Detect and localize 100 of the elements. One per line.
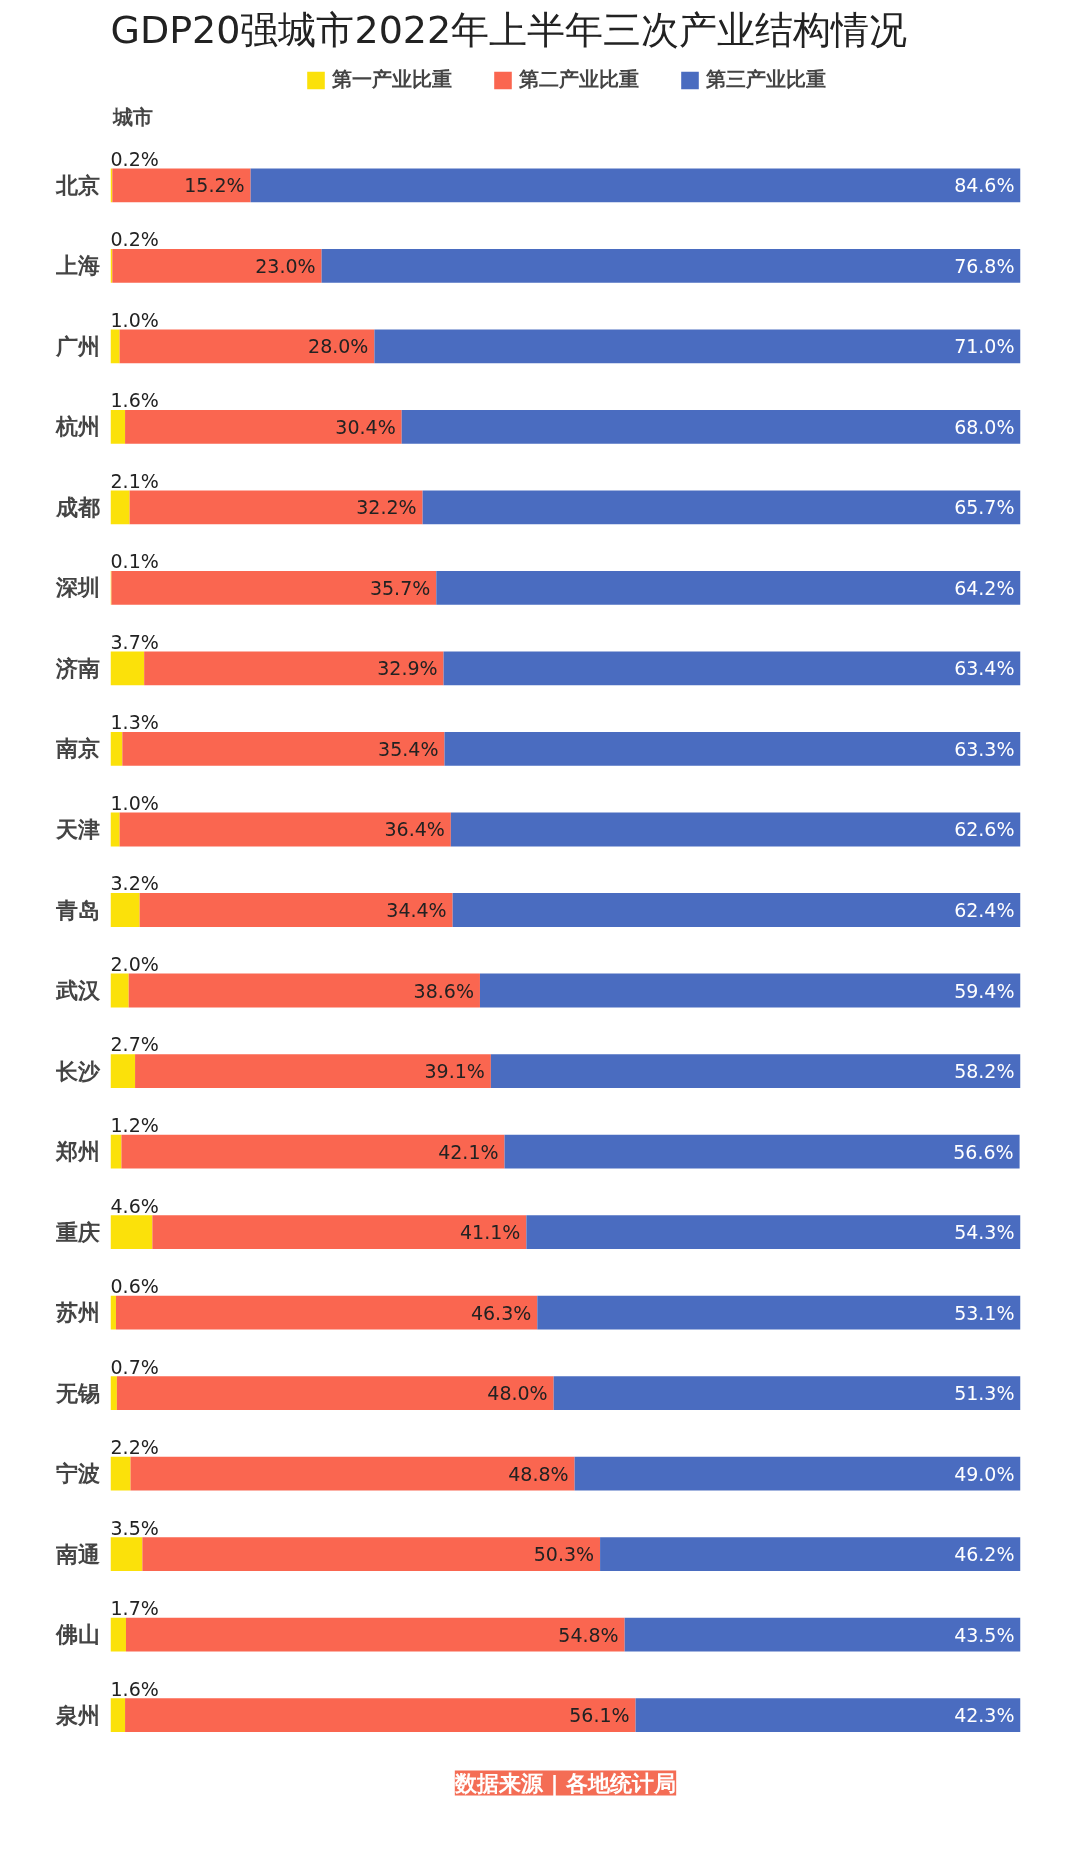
data-label: 23.0% [255, 254, 316, 277]
y-tick-label: 重庆 [54, 1219, 100, 1245]
data-label: 39.1% [424, 1060, 485, 1083]
bar [450, 812, 1021, 847]
bar [112, 168, 251, 203]
data-label: 35.7% [369, 576, 431, 599]
data-label: 51.3% [954, 1382, 1015, 1405]
data-label: 1.6% [110, 1677, 159, 1700]
y-tick-label: 成都 [54, 494, 100, 520]
data-label: 1.6% [110, 389, 159, 412]
data-label: 4.6% [110, 1194, 159, 1217]
bar [110, 490, 130, 525]
bar [116, 1376, 554, 1411]
bar [110, 812, 120, 847]
data-label: 56.6% [953, 1140, 1014, 1163]
data-label: 42.1% [438, 1140, 499, 1163]
data-label: 3.2% [110, 872, 159, 895]
data-label: 2.7% [110, 1033, 159, 1056]
bar [144, 651, 444, 686]
y-tick-label: 济南 [54, 655, 100, 681]
y-tick-label: 杭州 [54, 414, 100, 440]
data-label: 48.0% [487, 1382, 548, 1405]
data-label: 0.7% [110, 1355, 159, 1378]
bar [129, 490, 423, 525]
data-label: 68.0% [954, 415, 1015, 438]
bar [110, 651, 145, 686]
bar [452, 893, 1021, 927]
bar [110, 893, 140, 927]
data-label: 28.0% [308, 335, 369, 358]
data-label: 64.2% [954, 576, 1015, 599]
bar [537, 1295, 1021, 1330]
data-label: 1.0% [110, 791, 159, 814]
data-label: 63.3% [954, 737, 1015, 760]
bar [122, 732, 445, 766]
bar [110, 732, 123, 766]
data-label: 0.1% [110, 550, 159, 573]
data-label: 32.2% [356, 496, 417, 519]
bar [135, 1054, 491, 1088]
data-label: 30.4% [335, 415, 396, 438]
bar [479, 973, 1021, 1008]
bar [110, 1537, 143, 1572]
data-label: 62.6% [954, 818, 1015, 841]
data-label: 43.5% [954, 1623, 1015, 1646]
data-label: 1.2% [110, 1114, 159, 1137]
bar [624, 1617, 1021, 1652]
bar [526, 1215, 1021, 1249]
bar [490, 1054, 1021, 1088]
bar [110, 409, 126, 444]
bar [111, 571, 437, 605]
data-label: 59.4% [954, 979, 1015, 1002]
bar [110, 1295, 116, 1330]
data-label: 54.8% [558, 1623, 619, 1646]
bar [436, 571, 1021, 605]
data-label: 1.3% [110, 711, 159, 734]
bar [110, 1617, 126, 1652]
data-label: 42.3% [954, 1704, 1015, 1727]
data-label: 62.4% [954, 899, 1015, 921]
bar [553, 1376, 1021, 1411]
bar [110, 329, 120, 364]
data-label: 76.8% [954, 254, 1015, 277]
data-label: 58.2% [954, 1060, 1015, 1083]
y-tick-label: 青岛 [54, 897, 100, 923]
data-label: 41.1% [460, 1221, 521, 1244]
bar [119, 812, 451, 847]
bar [142, 1537, 601, 1572]
y-tick-label: 南通 [54, 1541, 100, 1567]
data-label: 53.1% [954, 1301, 1015, 1324]
bar [600, 1537, 1021, 1572]
data-label: 48.8% [508, 1462, 569, 1485]
y-tick-label: 广州 [54, 333, 100, 359]
chart-title: GDP20强城市2022年上半年三次产业结构情况 [110, 7, 908, 52]
y-tick-label: 无锡 [54, 1380, 100, 1406]
bar [152, 1215, 527, 1249]
bar [422, 490, 1021, 525]
bar [125, 1698, 636, 1733]
bar [139, 893, 453, 927]
y-tick-label: 南京 [54, 736, 100, 762]
data-label: 65.7% [954, 496, 1015, 519]
data-label: 15.2% [184, 174, 245, 197]
data-label: 3.7% [110, 630, 159, 653]
bar [110, 1456, 131, 1491]
data-label: 0.2% [110, 228, 159, 251]
y-tick-label: 泉州 [54, 1702, 100, 1728]
bar [321, 248, 1021, 283]
y-tick-label: 武汉 [54, 978, 101, 1004]
data-label: 0.2% [110, 147, 159, 170]
bar [110, 1376, 117, 1411]
bar [374, 329, 1021, 364]
data-label: 2.2% [110, 1436, 159, 1459]
y-tick-label: 北京 [54, 172, 100, 198]
bar [444, 732, 1021, 766]
y-tick-label: 苏州 [54, 1300, 100, 1326]
bar [115, 1295, 538, 1330]
y-tick-label: 长沙 [54, 1058, 101, 1084]
y-tick-label: 佛山 [54, 1622, 100, 1648]
bar [128, 973, 480, 1008]
y-axis-title: 城市 [111, 104, 153, 129]
legend-label: 第一产业比重 [331, 66, 452, 93]
bar [401, 409, 1021, 444]
bar [635, 1698, 1021, 1733]
